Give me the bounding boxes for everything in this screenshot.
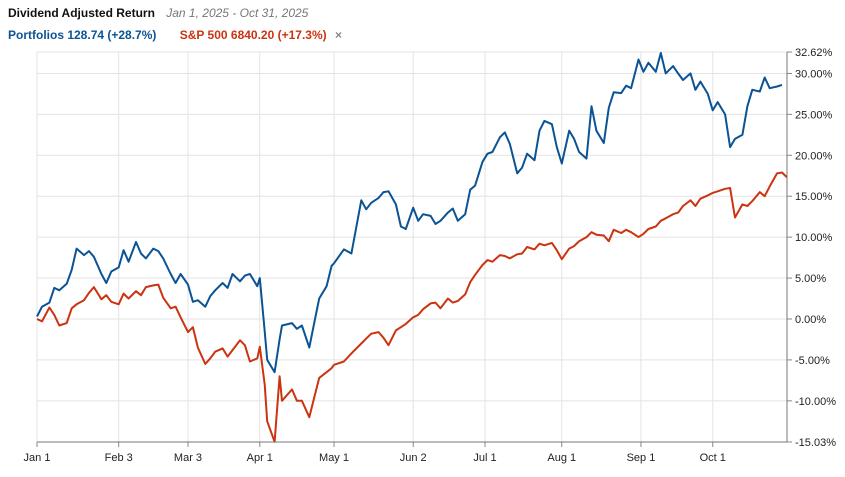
x-tick-label: Mar 3	[174, 452, 202, 464]
series-line-portfolios	[36, 52, 783, 374]
chart-header: Dividend Adjusted Return Jan 1, 2025 - O…	[8, 6, 308, 20]
chart-title: Dividend Adjusted Return	[8, 6, 155, 20]
y-tick-label: -15.03%	[795, 437, 836, 449]
x-tick-label: Jul 1	[473, 452, 496, 464]
x-tick-label: May 1	[319, 452, 349, 464]
legend-sp500[interactable]: S&P 500 6840.20 (+17.3%)	[179, 28, 327, 42]
x-tick-label: Aug 1	[547, 452, 576, 464]
y-tick-label: 20.00%	[795, 150, 833, 162]
x-tick-label: Sep 1	[627, 452, 656, 464]
date-range: Jan 1, 2025 - Oct 31, 2025	[166, 6, 309, 20]
y-tick-label: 32.62%	[795, 47, 833, 59]
x-tick-label: Jun 2	[400, 452, 427, 464]
y-tick-label: 25.00%	[795, 109, 833, 121]
y-tick-label: 15.00%	[795, 191, 833, 203]
y-tick-label: 10.00%	[795, 232, 833, 244]
x-tick-label: Jan 1	[24, 452, 51, 464]
legend-portfolios[interactable]: Portfolios 128.74 (+28.7%)	[8, 28, 157, 42]
y-tick-label: 5.00%	[795, 273, 826, 285]
y-tick-label: -10.00%	[795, 396, 836, 408]
y-tick-label: 30.00%	[795, 68, 833, 80]
y-tick-label: -5.00%	[795, 355, 830, 367]
x-tick-label: Feb 3	[105, 452, 133, 464]
legend: Portfolios 128.74 (+28.7%) S&P 500 6840.…	[8, 28, 342, 42]
x-tick-label: Apr 1	[247, 452, 273, 464]
remove-series-icon[interactable]: ×	[334, 28, 342, 42]
y-tick-label: 0.00%	[795, 314, 826, 326]
series-line-s-p-500	[36, 171, 788, 443]
x-tick-label: Oct 1	[700, 452, 726, 464]
